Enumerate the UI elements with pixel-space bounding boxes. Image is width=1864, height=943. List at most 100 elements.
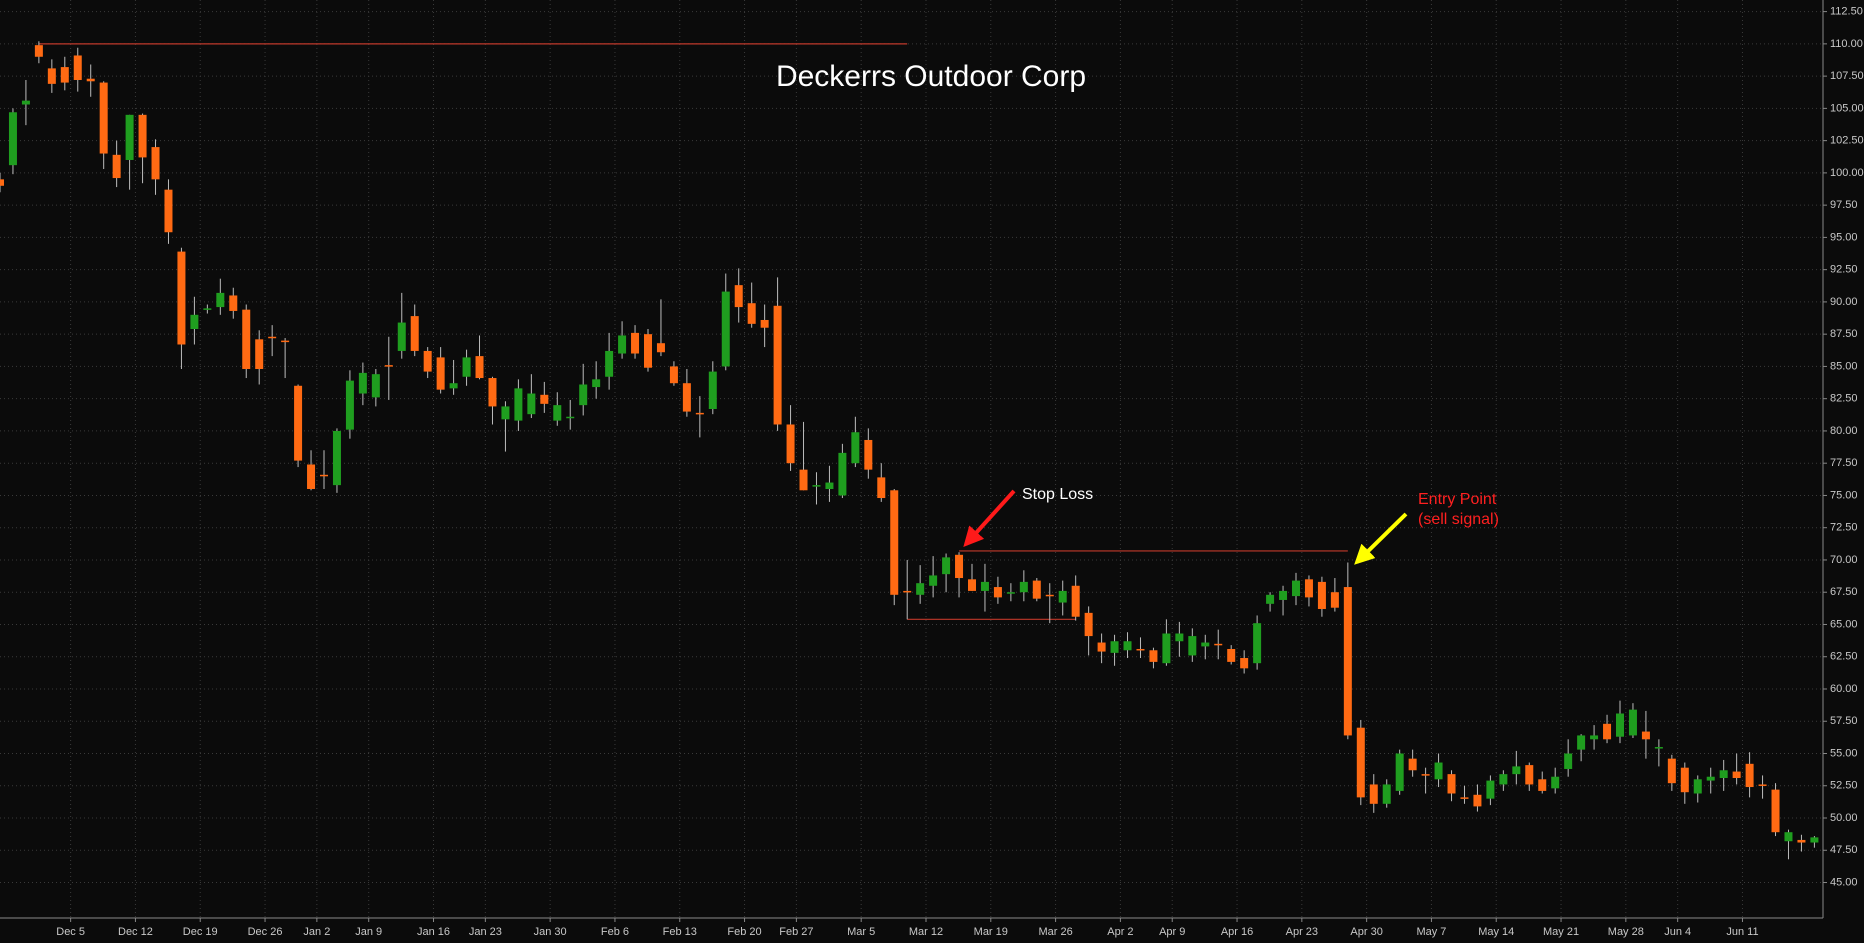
- candle-body: [1525, 765, 1534, 785]
- candle-body: [1512, 766, 1521, 775]
- candle-body: [1188, 636, 1197, 656]
- candle-body: [1421, 774, 1430, 776]
- y-tick-label: 112.50: [1830, 6, 1863, 18]
- candle-body: [34, 45, 43, 57]
- candle-body: [1758, 784, 1767, 786]
- x-tick-label: Jun 4: [1664, 926, 1691, 938]
- candle-body: [1732, 771, 1741, 779]
- candle-body: [890, 490, 899, 595]
- x-tick-label: Jan 9: [355, 926, 382, 938]
- candle-body: [656, 343, 665, 353]
- candle-body: [644, 334, 652, 368]
- candle-body: [527, 393, 536, 415]
- candle-body: [877, 477, 886, 499]
- y-tick-label: 80.00: [1830, 425, 1858, 437]
- y-tick-label: 97.50: [1830, 199, 1858, 211]
- candle-body: [475, 356, 484, 379]
- candle-body: [1486, 780, 1495, 799]
- candle-body: [449, 383, 458, 389]
- candle-body: [1071, 585, 1080, 617]
- x-tick-label: Mar 5: [847, 926, 875, 938]
- candle-body: [760, 319, 769, 328]
- candle-body: [410, 316, 419, 351]
- candle-body: [566, 416, 575, 419]
- candle-body: [371, 374, 380, 398]
- candle-body: [1810, 837, 1819, 843]
- candle-body: [307, 464, 316, 489]
- x-tick-label: Mar 12: [909, 926, 943, 938]
- candle-body: [1175, 633, 1184, 642]
- entry-arrow: [1354, 512, 1408, 565]
- y-tick-label: 72.50: [1830, 522, 1858, 534]
- candle-body: [397, 322, 406, 351]
- candle-body: [112, 154, 121, 179]
- candle-body: [216, 292, 225, 308]
- y-tick-label: 60.00: [1830, 683, 1858, 695]
- chart-title: Deckerrs Outdoor Corp: [776, 60, 1086, 93]
- x-tick-label: Jun 11: [1726, 926, 1758, 938]
- candle-body: [1032, 580, 1041, 599]
- y-tick-label: 55.00: [1830, 747, 1858, 759]
- y-tick-label: 105.00: [1830, 102, 1864, 114]
- candle-body: [1616, 713, 1624, 737]
- candle-body: [1045, 594, 1054, 597]
- x-tick-label: Dec 19: [183, 926, 218, 938]
- candle-body: [851, 432, 860, 464]
- candle-body: [579, 384, 588, 406]
- y-tick-label: 50.00: [1830, 812, 1858, 824]
- candle-body: [281, 340, 290, 343]
- candle-body: [942, 557, 951, 575]
- candle-body: [164, 189, 173, 233]
- candle-body: [1434, 762, 1443, 780]
- x-tick-label: Dec 26: [248, 926, 283, 938]
- candle-body: [1628, 709, 1637, 736]
- candle-body: [384, 365, 393, 367]
- y-tick-label: 85.00: [1830, 360, 1858, 372]
- levels: [38, 43, 1348, 620]
- candle-body: [1460, 797, 1469, 799]
- candle-body: [177, 251, 186, 345]
- candle-body: [1240, 658, 1249, 669]
- candle-body: [60, 67, 69, 83]
- x-tick-label: Mar 19: [974, 926, 1008, 938]
- stop-loss-arrow: [963, 489, 1016, 547]
- candle-body: [838, 452, 847, 496]
- candle-body: [1603, 723, 1612, 740]
- candle-body: [1538, 779, 1547, 791]
- x-tick-label: May 28: [1608, 926, 1644, 938]
- x-tick-label: May 21: [1543, 926, 1579, 938]
- candle-body: [553, 405, 562, 421]
- candle-body: [1369, 784, 1378, 804]
- candle-body: [955, 554, 964, 579]
- y-tick-label: 65.00: [1830, 618, 1858, 630]
- candle-body: [695, 412, 704, 415]
- x-tick-label: Apr 30: [1350, 926, 1382, 938]
- candle-body: [1706, 776, 1715, 781]
- candle-body: [242, 309, 251, 370]
- x-tick-label: Dec 5: [56, 926, 85, 938]
- candle-body: [1058, 590, 1067, 603]
- candle-body: [747, 303, 756, 324]
- candle-body: [968, 579, 976, 591]
- y-tick-label: 77.50: [1830, 457, 1858, 469]
- y-tick-label: 102.50: [1830, 135, 1864, 147]
- x-tick-label: Jan 16: [417, 926, 450, 938]
- candle-body: [993, 587, 1002, 598]
- candle-body: [631, 332, 640, 354]
- candle-body: [1084, 612, 1093, 637]
- candle-body: [1214, 643, 1223, 646]
- candle-body: [1019, 581, 1028, 593]
- candle-body: [916, 583, 925, 595]
- candle-body: [799, 469, 808, 491]
- x-ticks: Dec 5 Dec 12 Dec 19 Dec 26 Jan 2 Jan 9 Jan 16 J…: [56, 918, 1759, 938]
- candle-body: [1745, 763, 1754, 788]
- x-tick-label: Mar 26: [1038, 926, 1072, 938]
- x-tick-label: Feb 13: [663, 926, 697, 938]
- candle-body: [1408, 758, 1417, 771]
- candle-body: [73, 55, 82, 80]
- candle-body: [1110, 641, 1119, 653]
- annotation-stop-loss: Stop Loss: [1022, 486, 1093, 503]
- candle-body: [1395, 753, 1404, 791]
- candle-body: [8, 112, 17, 166]
